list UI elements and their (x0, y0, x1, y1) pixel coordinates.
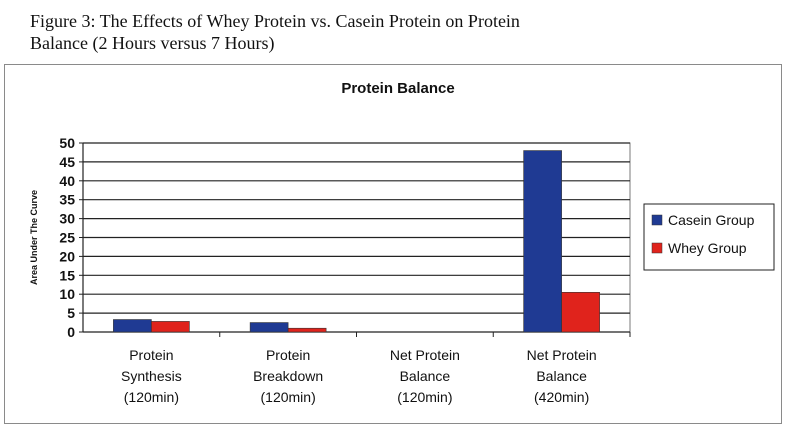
x-category-label: Net Protein Balance (420min) (527, 347, 597, 405)
y-tick-label: 45 (59, 154, 75, 170)
y-tick-label: 10 (59, 286, 75, 302)
figure-caption-line-1: Figure 3: The Effects of Whey Protein vs… (30, 11, 520, 31)
legend-swatch (651, 242, 663, 254)
bar-whey-group (561, 292, 600, 333)
figure-caption-line-2: Balance (2 Hours versus 7 Hours) (30, 33, 275, 53)
y-tick-label: 30 (59, 211, 75, 227)
bar-whey-group (151, 321, 190, 333)
y-axis-label: Area Under The Curve (29, 190, 39, 285)
x-category-label: Net Protein Balance (120min) (390, 347, 460, 405)
y-tick-label: 25 (59, 230, 75, 246)
y-tick-label: 15 (59, 267, 75, 283)
bar-casein-group (249, 322, 289, 333)
y-tick-label: 0 (67, 324, 75, 340)
chart-container: Protein Balance 0 5 10 15 20 25 30 35 40 45 50 Area … (4, 64, 782, 424)
legend-label: Casein Group (668, 212, 755, 228)
protein-balance-chart: Protein Balance 0 5 10 15 20 25 30 35 40 45 50 Area … (29, 80, 775, 405)
bar-whey-group (287, 327, 327, 333)
y-tick-label: 5 (67, 305, 75, 321)
chart-title: Protein Balance (341, 80, 454, 97)
x-category-label: Protein Breakdown (120min) (253, 347, 323, 405)
bar-casein-group (113, 319, 152, 333)
x-category-label: Protein Synthesis (120min) (121, 347, 182, 405)
y-tick-label: 50 (59, 135, 75, 151)
legend-box (643, 203, 775, 271)
figure-caption: Figure 3: The Effects of Whey Protein vs… (30, 10, 730, 54)
legend-label: Whey Group (668, 240, 747, 256)
legend-swatch (651, 214, 663, 226)
bar-casein-group (523, 150, 562, 333)
y-tick-label: 40 (59, 173, 75, 189)
y-tick-label: 20 (59, 248, 75, 264)
y-tick-label: 35 (59, 192, 75, 208)
